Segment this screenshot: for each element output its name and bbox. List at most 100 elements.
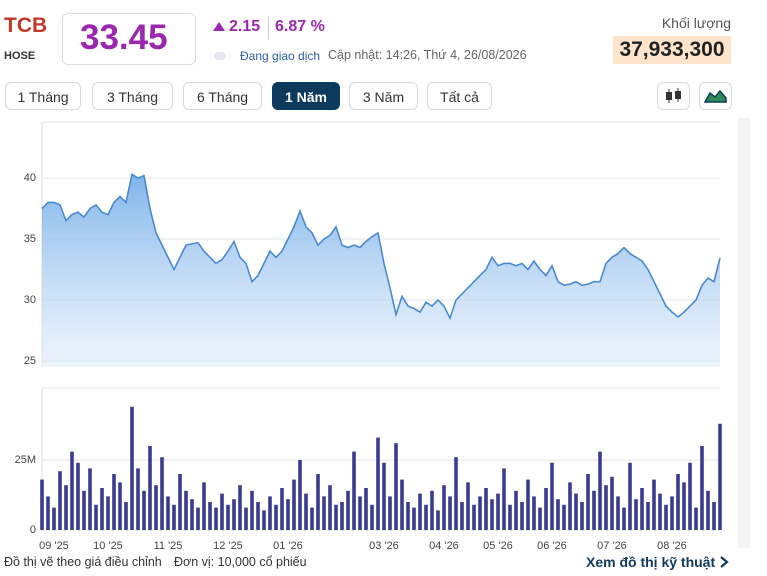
area-icon [703, 89, 727, 103]
volume-bar [628, 462, 632, 530]
volume-bar [286, 499, 290, 530]
volume-bar [298, 459, 302, 530]
volume-bar [598, 451, 602, 530]
volume-bar [538, 507, 542, 530]
volume-bar [142, 490, 146, 530]
x-tick-label: 04 '26 [429, 540, 459, 552]
volume-bar [76, 462, 80, 530]
volume-bar [376, 437, 380, 530]
y-tick-label: 25M [15, 454, 36, 466]
volume-bar [400, 479, 404, 530]
tab[interactable]: 3 Năm [349, 82, 418, 110]
volume-bar [490, 499, 494, 530]
y-tick-label: 25 [24, 355, 36, 367]
volume-bar [508, 504, 512, 530]
volume-bar [526, 479, 530, 530]
volume-bar [472, 504, 476, 530]
x-tick-label: 09 '25 [39, 540, 69, 552]
volume-bar [676, 473, 680, 530]
volume-bar [586, 473, 590, 530]
tab[interactable]: 6 Tháng [183, 82, 262, 110]
volume-bar [214, 507, 218, 530]
x-tick-label: 06 '26 [537, 540, 567, 552]
volume-bar [40, 479, 44, 530]
volume-bar [118, 482, 122, 530]
candle-button[interactable] [657, 82, 690, 110]
volume-bar [358, 496, 362, 530]
volume-bar [544, 487, 548, 530]
volume-bar [94, 504, 98, 530]
price-box [62, 13, 196, 65]
volume-bar [382, 462, 386, 530]
volume-bar [328, 485, 332, 530]
x-tick-label: 03 '26 [369, 540, 399, 552]
volume-bar [712, 501, 716, 530]
volume-bar [112, 473, 116, 530]
volume: 37,933,300 [613, 36, 731, 64]
volume-bar [316, 473, 320, 530]
technical-link[interactable]: Xem đồ thị kỹ thuật [586, 554, 729, 570]
volume-bar [46, 496, 50, 530]
volume-bar [622, 507, 626, 530]
volume-bar [178, 473, 182, 530]
volume-bar [256, 501, 260, 530]
volume-bar [370, 504, 374, 530]
volume-bar [184, 490, 188, 530]
price-line [41, 173, 721, 321]
volume-bar [148, 445, 152, 530]
volume-bar [670, 496, 674, 530]
exchange: HOSE [4, 50, 36, 62]
link-text[interactable]: Xem đồ thị kỹ thuật [586, 554, 716, 570]
volume-bar [574, 493, 578, 530]
x-tick-label: 12 '25 [213, 540, 243, 552]
volume-bar [130, 406, 134, 530]
volume-bar [352, 451, 356, 530]
volume-bar [394, 443, 398, 530]
area-button[interactable] [699, 82, 732, 110]
volume-bar [502, 468, 506, 530]
volume-bar [454, 457, 458, 530]
tab[interactable]: 1 Năm [272, 82, 340, 110]
volume-bar [334, 504, 338, 530]
price: 33.45 [80, 18, 168, 57]
volume-bar [412, 507, 416, 530]
volume-bar [310, 507, 314, 530]
change-percent: 6.87 % [275, 18, 325, 35]
volume-label: Khối lượng [661, 15, 731, 31]
volume-bar [706, 490, 710, 530]
volume-bar [220, 493, 224, 530]
volume-bar [646, 501, 650, 530]
volume-bar [154, 485, 158, 530]
volume-bar [448, 496, 452, 530]
volume-bar [466, 482, 470, 530]
volume-bar [292, 479, 296, 530]
volume-bar [556, 499, 560, 530]
volume-bar [652, 479, 656, 530]
status: Đang giao dịch [240, 49, 321, 63]
volume-bar [106, 496, 110, 530]
updated: Cập nhật: 14:26, Thứ 4, 26/08/2026 [328, 48, 527, 62]
volume-bar [136, 468, 140, 530]
volume-bar [238, 485, 242, 530]
volume-bar [496, 493, 500, 530]
x-tick-label: 07 '26 [597, 540, 627, 552]
volume-bar [172, 504, 176, 530]
volume-bar [658, 493, 662, 530]
volume-bar [418, 493, 422, 530]
tab[interactable]: Tất cả [427, 82, 492, 110]
volume-bar [532, 496, 536, 530]
volume-bar [70, 451, 74, 530]
volume-bar [616, 496, 620, 530]
tab[interactable]: 1 Tháng [5, 82, 81, 110]
volume-bar [244, 507, 248, 530]
volume-bar [424, 504, 428, 530]
volume-bar [718, 423, 722, 530]
price-area [42, 174, 720, 367]
y-tick-label: 0 [30, 524, 36, 536]
volume-bar [190, 499, 194, 530]
volume-bar [364, 487, 368, 530]
volume-bar [208, 501, 212, 530]
volume-bar [694, 507, 698, 530]
tab[interactable]: 3 Tháng [92, 82, 173, 110]
